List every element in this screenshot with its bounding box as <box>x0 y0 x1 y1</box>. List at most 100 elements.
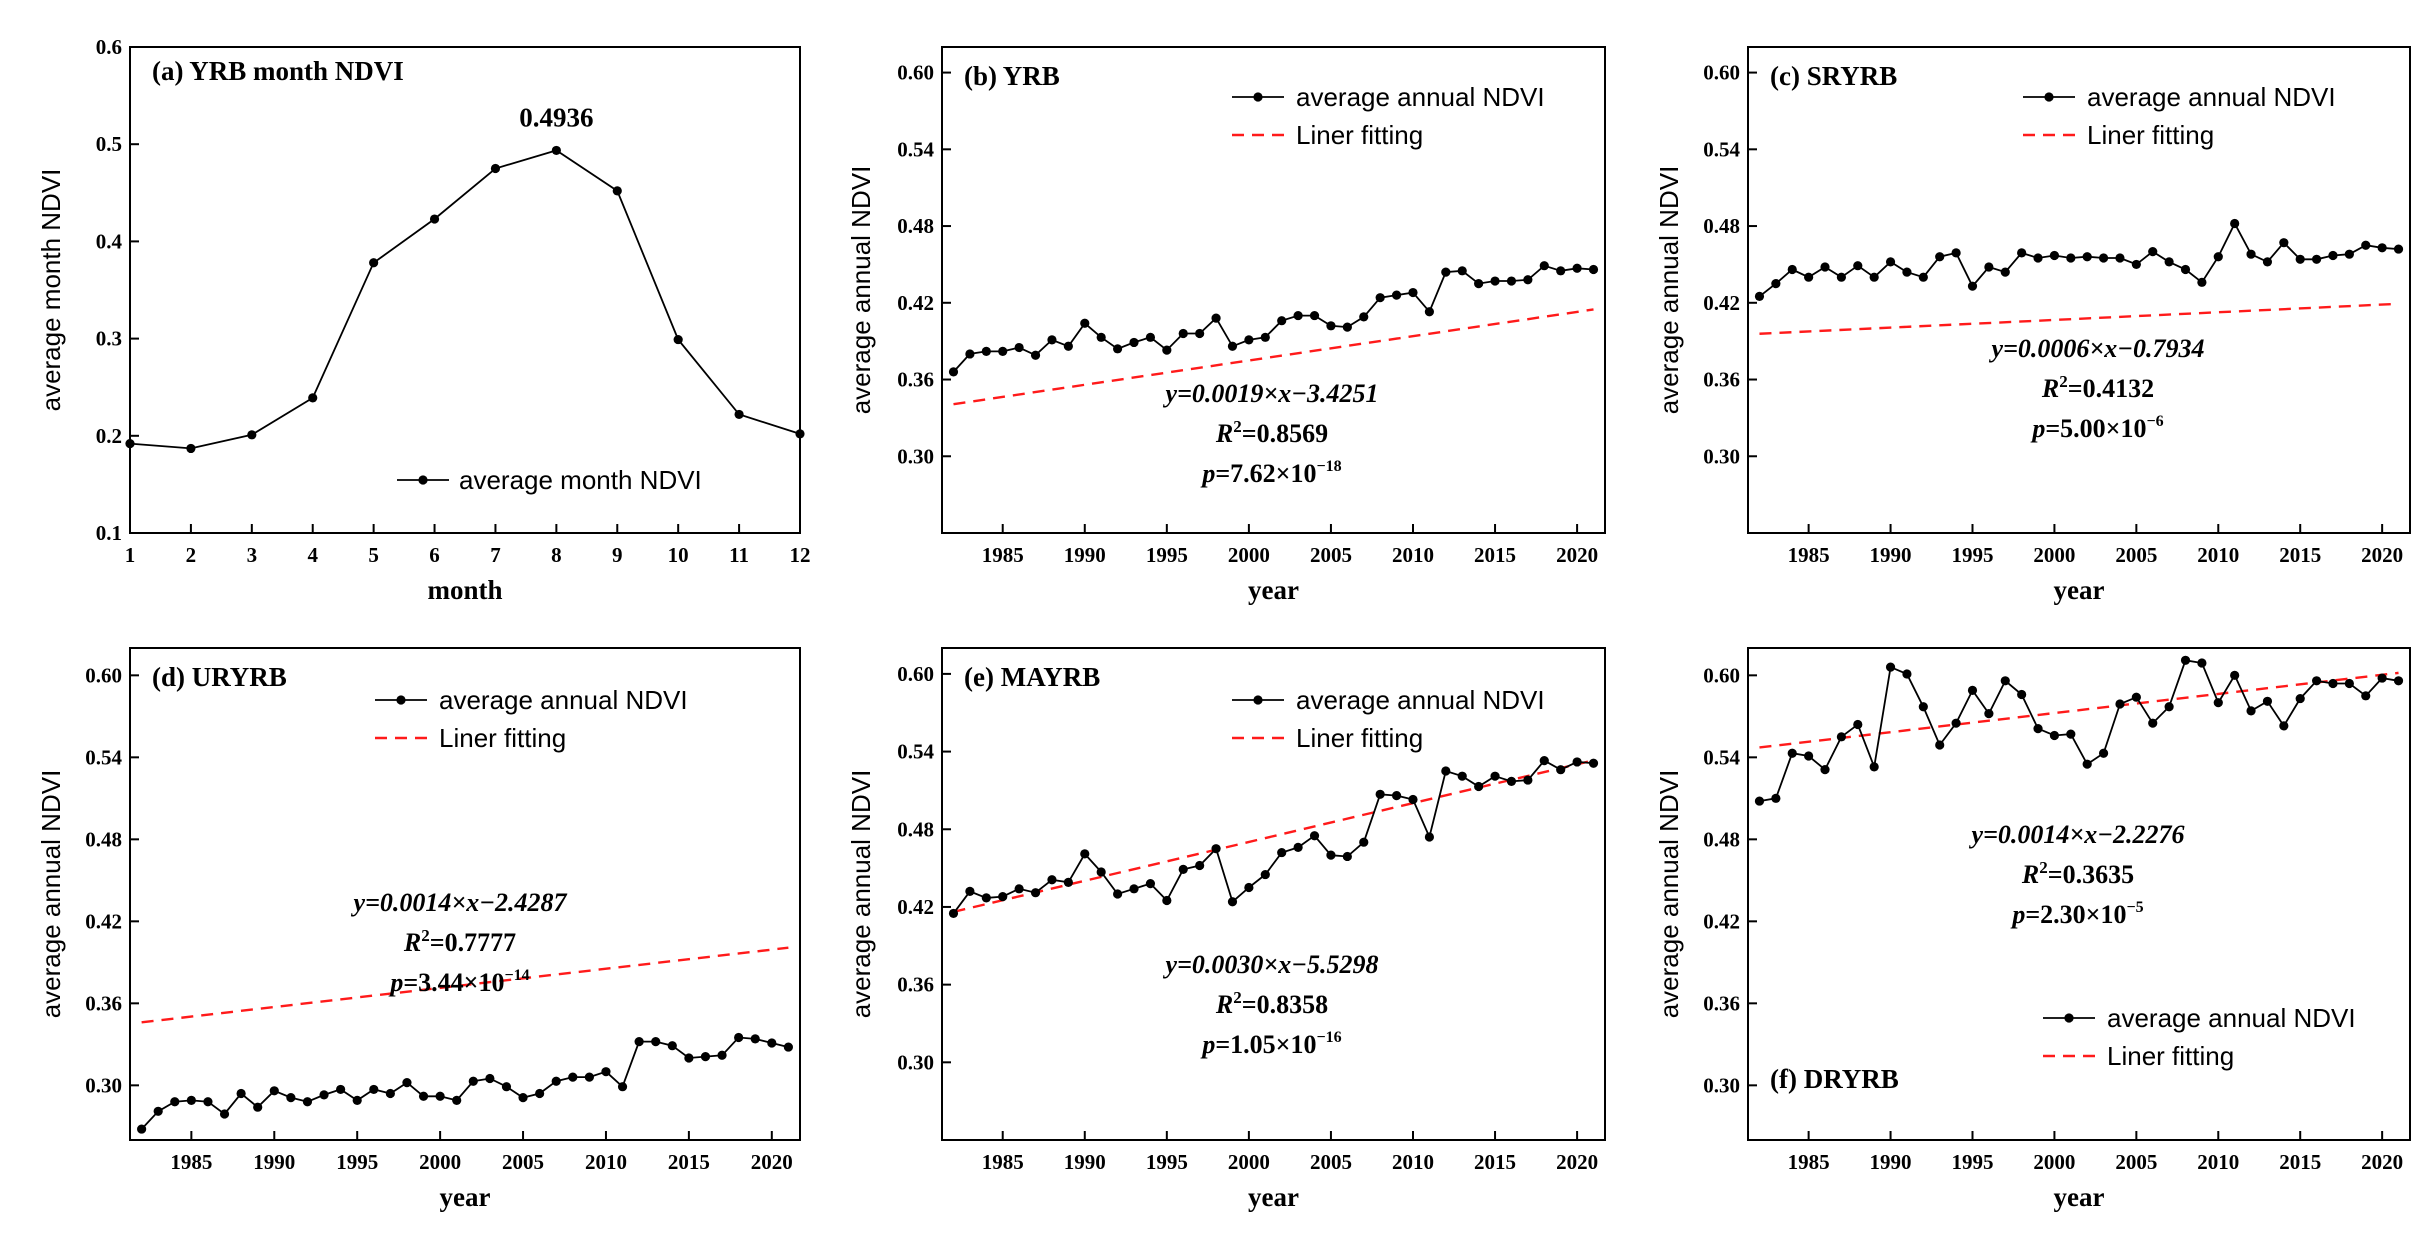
y-tick-label: 0.30 <box>85 1073 122 1097</box>
plot-frame <box>1747 647 2411 1141</box>
data-point <box>2328 250 2338 261</box>
chart-panel-c: 0.30 0.36 0.42 0.48 0.54 0.60 1985 1990 1995 2000… <box>1654 46 2411 605</box>
data-point <box>1836 272 1847 282</box>
equation-line: y=0.0030×x−5.5298 <box>1163 950 1379 979</box>
x-axis-label: year <box>440 1182 491 1212</box>
data-point <box>2098 253 2109 263</box>
data-point <box>1853 719 1863 730</box>
data-point <box>2066 729 2076 739</box>
chart-panel-d: 0.30 0.36 0.42 0.48 0.54 0.60 1985 1990 1995 2000… <box>36 647 801 1212</box>
data-point <box>1326 850 1336 860</box>
x-tick-label: 2000 <box>1228 1150 1270 1174</box>
p-mantissa: =2.30×10 <box>2025 900 2126 929</box>
r-squared-line: R2=0.7777 <box>403 926 516 957</box>
chart-panel-e: 0.30 0.36 0.42 0.48 0.54 0.60 1985 1990 1995 2000… <box>846 647 1606 1212</box>
data-point <box>2213 698 2223 708</box>
data-point <box>485 1073 495 1084</box>
data-point <box>2279 238 2289 248</box>
data-point <box>418 1091 429 1101</box>
r-symbol: R <box>1215 419 1233 448</box>
data-point <box>795 429 805 439</box>
p-symbol: p <box>2030 414 2045 443</box>
p-value-line: p=7.62×10−18 <box>1200 458 1341 488</box>
data-point <box>2393 676 2404 686</box>
data-point <box>1293 310 1303 321</box>
data-point <box>1047 875 1057 885</box>
data-point <box>1408 287 1418 298</box>
equation-line: y=0.0014×x−2.2276 <box>1969 820 2185 849</box>
data-point <box>2098 748 2109 758</box>
plot-frame <box>129 647 801 1141</box>
data-point <box>1506 276 1517 286</box>
data-point <box>1820 262 1830 272</box>
x-tick-label: 1995 <box>336 1150 378 1174</box>
data-point <box>1096 332 1106 342</box>
data-point <box>1391 791 1402 801</box>
x-tick-label: 2015 <box>2279 1150 2321 1174</box>
x-tick-label: 2015 <box>2279 543 2321 567</box>
data-point <box>452 1095 462 1105</box>
data-point <box>1787 264 1797 275</box>
y-axis-label: average annual NDVI <box>1654 166 1684 415</box>
r-symbol: R <box>2041 374 2059 403</box>
chart-panel-a: 0.10.20.30.40.50.61 2 3 4 5 6 7 8 9 10 11 12monthav… <box>36 35 811 605</box>
data-point <box>2148 247 2158 257</box>
x-tick-label: 2005 <box>2115 543 2157 567</box>
panel-title: (b) YRB <box>964 61 1060 91</box>
y-tick-label: 0.30 <box>897 444 934 468</box>
x-tick-label: 2015 <box>1474 543 1516 567</box>
plot-frame <box>129 46 801 534</box>
series-line <box>140 1036 789 1130</box>
data-point <box>2295 254 2305 264</box>
data-point <box>1869 272 1879 282</box>
data-point <box>2066 253 2076 263</box>
data-point <box>1804 272 1814 282</box>
y-tick-label: 0.54 <box>897 740 934 764</box>
data-point <box>2311 676 2322 686</box>
data-point <box>1967 281 1978 291</box>
data-point <box>186 1095 196 1105</box>
data-point <box>1804 751 1814 761</box>
data-point <box>1572 263 1582 273</box>
x-tick-label: 1990 <box>253 1150 295 1174</box>
data-point <box>1195 860 1205 871</box>
y-tick-label: 0.30 <box>1703 444 1740 468</box>
data-point <box>998 891 1008 902</box>
y-tick-label: 0.42 <box>85 909 122 933</box>
data-point <box>1047 335 1057 345</box>
data-point <box>2017 248 2027 258</box>
data-point <box>1227 897 1238 907</box>
data-point <box>1145 879 1156 889</box>
data-point <box>203 1097 213 1107</box>
x-tick-label: 2020 <box>1556 543 1598 567</box>
legend-entry-ndvi: average annual NDVI <box>2107 1003 2356 1033</box>
x-tick-label: 1995 <box>1146 1150 1188 1174</box>
plot-frame <box>1747 46 2411 534</box>
p-value-line: p=5.00×10−6 <box>2030 413 2163 443</box>
x-tick-label: 2015 <box>668 1150 710 1174</box>
x-tick-label: 2000 <box>419 1150 461 1174</box>
legend-marker <box>396 695 406 705</box>
data-point <box>1588 264 1599 275</box>
data-point <box>2082 252 2092 262</box>
y-tick-label: 0.54 <box>1703 137 1740 161</box>
r-symbol: R <box>403 928 421 957</box>
data-point <box>1014 884 1024 894</box>
data-point <box>2377 243 2387 253</box>
data-point <box>2115 699 2125 709</box>
data-point <box>2311 254 2322 264</box>
p-value-line: p=2.30×10−5 <box>2010 899 2143 929</box>
data-point <box>551 145 561 156</box>
data-point <box>501 1082 512 1092</box>
data-point <box>1951 718 1961 728</box>
x-tick-label: 9 <box>612 543 623 567</box>
x-tick-label: 1990 <box>1064 543 1106 567</box>
data-point <box>1129 337 1139 348</box>
y-tick-label: 0.36 <box>1703 991 1740 1015</box>
data-point <box>336 1084 346 1095</box>
data-point <box>1754 291 1765 301</box>
legend-entry-ndvi: average annual NDVI <box>2087 82 2336 112</box>
x-tick-label: 2020 <box>2361 1150 2403 1174</box>
data-point <box>1260 332 1270 342</box>
